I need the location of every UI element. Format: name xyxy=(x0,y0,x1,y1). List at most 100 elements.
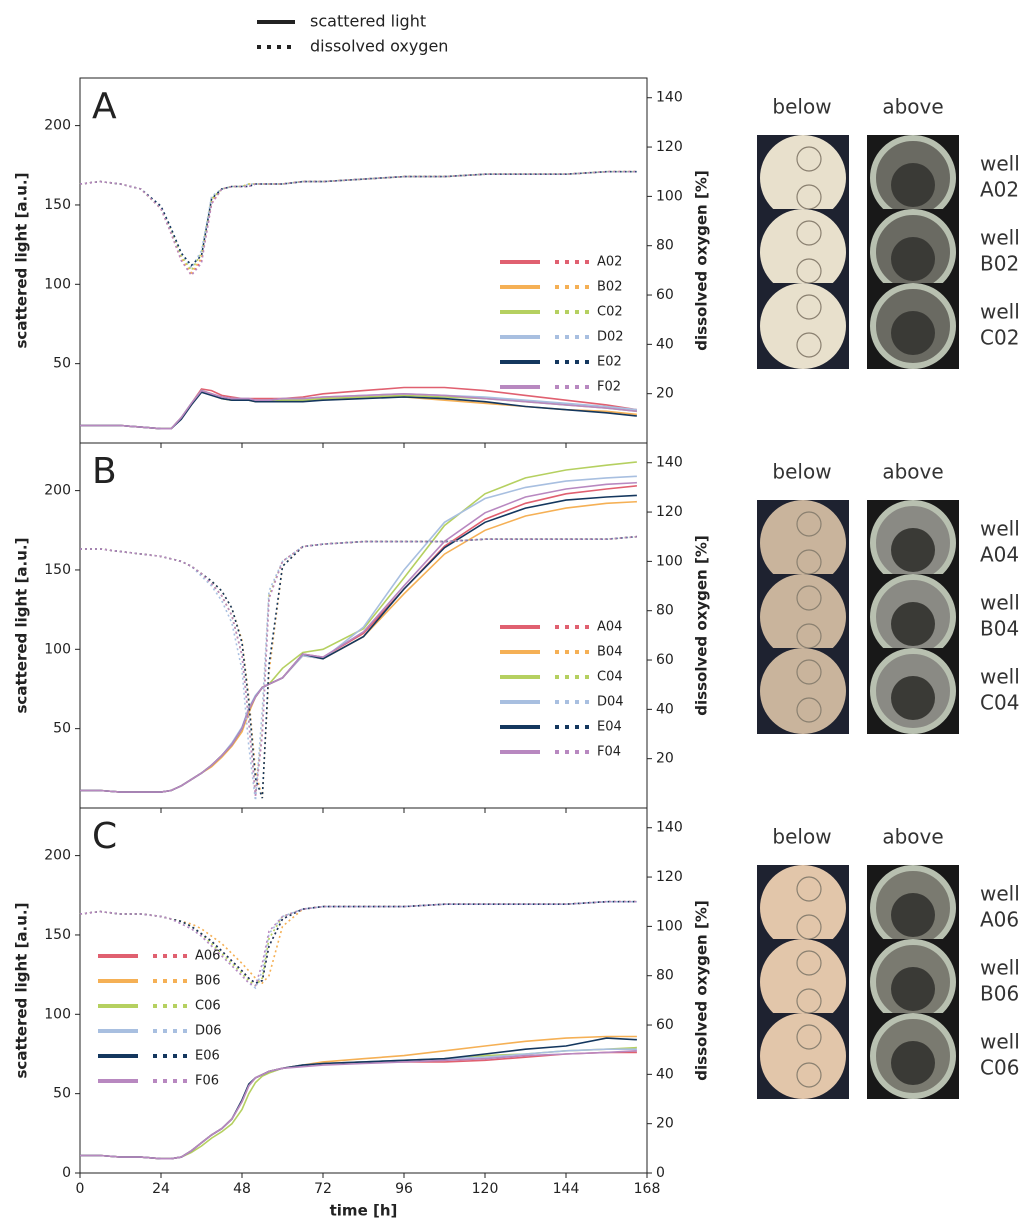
photo-below-spot xyxy=(796,1062,822,1088)
oxygen-line xyxy=(79,900,637,987)
legend-label: D06 xyxy=(195,1024,222,1039)
y2-axis-label: dissolved oxygen [%] xyxy=(693,535,711,715)
photo-below-spot xyxy=(796,697,822,723)
well-label: A02 xyxy=(980,178,1019,202)
oxygen-line xyxy=(79,170,637,275)
y2-tick-label: 80 xyxy=(656,968,674,984)
well-label: A06 xyxy=(980,908,1019,932)
x-tick-label: 48 xyxy=(233,1181,251,1197)
legend-label: B06 xyxy=(195,974,220,989)
oxygen-line xyxy=(80,535,637,796)
y-tick-label: 150 xyxy=(44,562,71,578)
y-axis-label: scattered light [a.u.] xyxy=(13,173,31,349)
photo-below-spot xyxy=(796,585,822,611)
well-label: well xyxy=(980,591,1020,615)
photo-header: below xyxy=(772,95,831,119)
scatter-line xyxy=(80,1051,637,1160)
y-axis-label: scattered light [a.u.] xyxy=(13,903,31,1079)
photo-below-spot xyxy=(796,294,822,320)
oxygen-line xyxy=(79,170,637,270)
well-label: B04 xyxy=(980,617,1019,641)
photo-below-spot xyxy=(796,332,822,358)
y-tick-label: 150 xyxy=(44,927,71,943)
photo-above-center xyxy=(891,237,935,281)
y2-axis-label: dissolved oxygen [%] xyxy=(693,900,711,1080)
photo-below-spot xyxy=(796,950,822,976)
well-label: well xyxy=(980,300,1020,324)
photo-above-center xyxy=(891,893,935,937)
legend-label: A02 xyxy=(597,255,622,270)
y2-tick-label: 140 xyxy=(656,90,683,106)
y2-tick-label: 80 xyxy=(656,603,674,619)
oxygen-line xyxy=(79,170,637,267)
x-tick-label: 96 xyxy=(395,1181,413,1197)
oxygen-line xyxy=(80,535,637,794)
y2-tick-label: 20 xyxy=(656,386,674,402)
oxygen-line xyxy=(80,535,637,799)
well-label: well xyxy=(980,1030,1020,1054)
scatter-line xyxy=(80,481,637,793)
y-tick-label: 0 xyxy=(62,1165,71,1181)
y2-tick-label: 20 xyxy=(656,751,674,767)
plot-frame xyxy=(79,77,648,444)
panel-letter: C xyxy=(92,816,117,857)
photo-header: above xyxy=(882,460,943,484)
oxygen-line xyxy=(79,170,637,277)
y2-tick-label: 80 xyxy=(656,238,674,254)
photo-below-spot xyxy=(796,876,822,902)
well-label: B06 xyxy=(980,982,1019,1006)
plot-frame xyxy=(79,442,648,809)
y2-tick-label: 40 xyxy=(656,701,674,717)
photo-below-spot xyxy=(796,146,822,172)
y2-tick-label: 120 xyxy=(656,504,683,520)
well-label: well xyxy=(980,226,1020,250)
legend-label: A06 xyxy=(195,949,220,964)
oxygen-line xyxy=(79,900,637,984)
scatter-line xyxy=(80,389,637,430)
oxygen-line xyxy=(80,535,637,801)
y2-tick-label: 140 xyxy=(656,820,683,836)
photo-below-disc xyxy=(760,283,846,369)
well-label: C04 xyxy=(980,691,1019,715)
photo-below-spot xyxy=(796,659,822,685)
y-tick-label: 150 xyxy=(44,197,71,213)
well-label: A04 xyxy=(980,543,1019,567)
photo-header: above xyxy=(882,95,943,119)
y-tick-label: 50 xyxy=(53,356,71,372)
scatter-line xyxy=(80,494,637,793)
photo-below-disc xyxy=(760,209,846,295)
oxygen-line xyxy=(80,535,637,796)
style-legend-label: scattered light xyxy=(310,12,426,31)
legend-label: C02 xyxy=(597,305,623,320)
y2-axis-label: dissolved oxygen [%] xyxy=(693,170,711,350)
legend-label: D02 xyxy=(597,330,624,345)
oxygen-line xyxy=(80,535,637,799)
y-tick-label: 100 xyxy=(44,276,71,292)
photo-header: below xyxy=(772,825,831,849)
legend-label: C06 xyxy=(195,999,221,1014)
well-label: well xyxy=(980,665,1020,689)
photo-below-spot xyxy=(796,511,822,537)
photo-above-center xyxy=(891,1041,935,1085)
photo-below-disc xyxy=(760,1013,846,1099)
y2-tick-label: 120 xyxy=(656,869,683,885)
y-tick-label: 200 xyxy=(44,848,71,864)
well-label: B02 xyxy=(980,252,1019,276)
legend-label: E02 xyxy=(597,355,622,370)
photo-below-disc xyxy=(760,574,846,660)
scatter-line xyxy=(80,500,637,793)
well-label: well xyxy=(980,882,1020,906)
scatter-line xyxy=(80,1048,637,1160)
photo-header: below xyxy=(772,460,831,484)
x-tick-label: 0 xyxy=(76,1181,85,1197)
well-label: C06 xyxy=(980,1056,1019,1080)
oxygen-line xyxy=(79,900,637,984)
x-tick-label: 144 xyxy=(553,1181,580,1197)
style-legend-label: dissolved oxygen xyxy=(310,37,448,56)
x-tick-label: 120 xyxy=(472,1181,499,1197)
photo-above-center xyxy=(891,311,935,355)
y2-tick-label: 40 xyxy=(656,1066,674,1082)
x-axis-label: time [h] xyxy=(330,1202,398,1220)
